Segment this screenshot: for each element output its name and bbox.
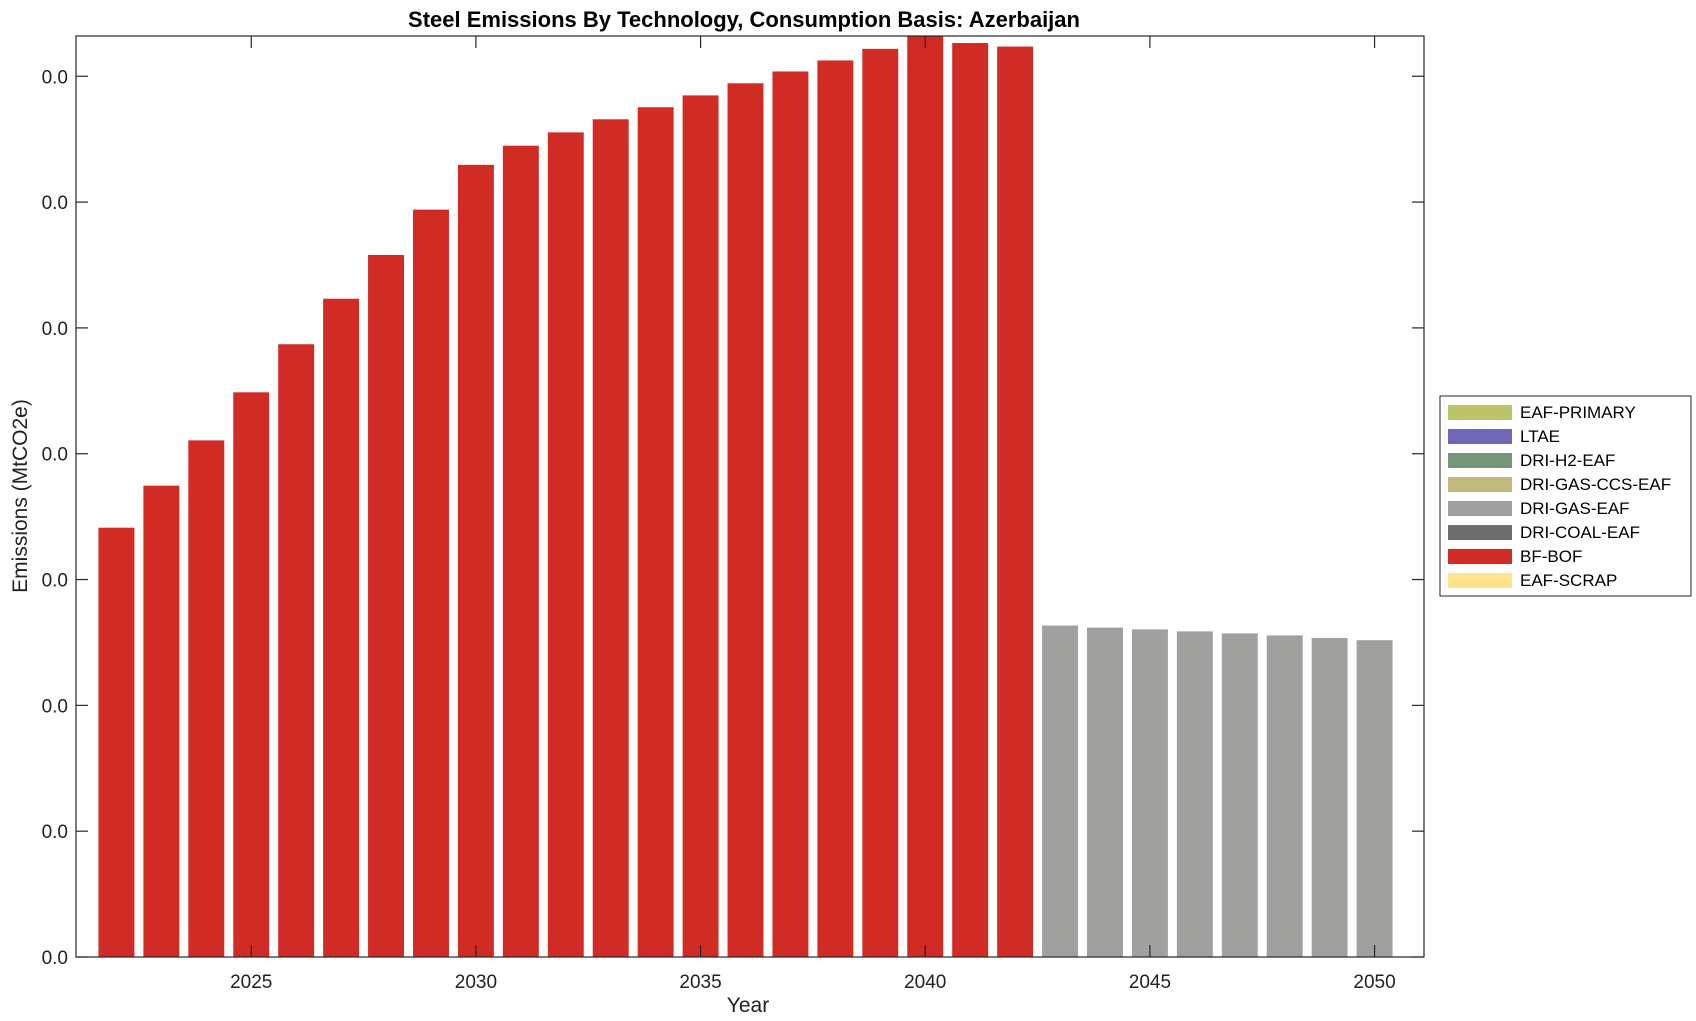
legend-label-dri-gas-eaf: DRI-GAS-EAF — [1520, 499, 1630, 518]
legend-swatch-dri-h2-eaf — [1448, 453, 1512, 468]
legend-box — [1439, 395, 1692, 597]
legend-swatch-bf-bof — [1448, 549, 1512, 564]
bar-bf-bof-2034 — [637, 107, 674, 957]
legend-label-dri-h2-eaf: DRI-H2-EAF — [1520, 451, 1615, 470]
bar-dri-gas-eaf-2044 — [1087, 627, 1123, 957]
x-tick-label-2025: 2025 — [230, 972, 272, 993]
bar-bf-bof-2036 — [727, 83, 764, 957]
bar-bf-bof-2033 — [592, 119, 629, 958]
legend: EAF-PRIMARY LTAE DRI-H2-EAF DRI-GAS-CCS-EAF… — [1439, 395, 1692, 597]
x-tick-label-2050: 2050 — [1353, 972, 1395, 993]
bar-bf-bof-2031 — [502, 145, 539, 957]
bar-dri-gas-eaf-2046 — [1176, 631, 1213, 957]
y-tick-label-2: 0.0 — [42, 696, 68, 717]
y-tick-label-3: 0.0 — [42, 571, 68, 592]
bar-bf-bof-2035 — [682, 95, 719, 957]
axes-box — [75, 35, 1425, 958]
bar-bf-bof-2037 — [772, 71, 809, 958]
y-tick-label-4: 0.0 — [42, 445, 68, 466]
bar-bf-bof-2022 — [98, 527, 135, 957]
x-tick-label-2040: 2040 — [904, 972, 946, 993]
x-axis-ticks: 2025 2030 2035 2040 2045 2050 — [230, 36, 1396, 993]
bar-dri-gas-eaf-2048 — [1266, 635, 1303, 957]
legend-swatch-dri-coal-eaf — [1448, 525, 1512, 540]
bar-dri-gas-eaf-2043 — [1042, 625, 1079, 957]
y-axis-label: Emissions (MtCO2e) — [9, 399, 32, 593]
x-tick-label-2030: 2030 — [455, 972, 497, 993]
bar-bf-bof-2026 — [278, 344, 315, 957]
chart-title: Steel Emissions By Technology, Consumpti… — [408, 7, 1080, 32]
legend-swatch-eaf-scrap — [1448, 573, 1512, 588]
y-tick-label-6: 0.0 — [42, 193, 68, 214]
bar-dri-gas-eaf-2045 — [1131, 629, 1168, 957]
legend-swatch-dri-gas-ccs-eaf — [1448, 477, 1512, 492]
bar-bf-bof-2042 — [997, 46, 1034, 957]
x-tick-label-2035: 2035 — [679, 972, 721, 993]
legend-label-bf-bof: BF-BOF — [1520, 547, 1582, 566]
bar-bf-bof-2024 — [188, 440, 225, 957]
bar-dri-gas-eaf-2049 — [1311, 637, 1348, 957]
bar-bf-bof-2038 — [817, 60, 854, 958]
y-tick-label-0: 0.0 — [42, 948, 68, 969]
legend-label-dri-gas-ccs-eaf: DRI-GAS-CCS-EAF — [1520, 475, 1671, 494]
bar-bf-bof-2041 — [952, 43, 989, 958]
bar-bf-bof-2040 — [907, 36, 944, 957]
bar-dri-gas-eaf-2050 — [1356, 640, 1393, 957]
bar-bf-bof-2032 — [547, 132, 584, 957]
x-axis-label: Year — [727, 994, 769, 1017]
bars-group — [98, 36, 1393, 958]
bar-bf-bof-2025 — [233, 392, 270, 957]
legend-label-eaf-primary: EAF-PRIMARY — [1520, 403, 1636, 422]
legend-swatch-dri-gas-eaf — [1448, 501, 1512, 516]
bar-bf-bof-2029 — [413, 209, 449, 957]
plot-frame — [75, 35, 1425, 958]
bar-bf-bof-2028 — [368, 254, 405, 957]
legend-label-dri-coal-eaf: DRI-COAL-EAF — [1520, 523, 1640, 542]
bar-bf-bof-2030 — [457, 164, 494, 958]
bar-bf-bof-2027 — [323, 298, 360, 958]
legend-swatch-ltae — [1448, 429, 1512, 444]
bar-dri-gas-eaf-2047 — [1221, 633, 1258, 957]
y-tick-label-5: 0.0 — [42, 319, 68, 340]
y-tick-label-1: 0.0 — [42, 822, 68, 843]
x-tick-label-2045: 2045 — [1129, 972, 1171, 993]
legend-label-ltae: LTAE — [1520, 427, 1560, 446]
bar-bf-bof-2023 — [143, 485, 180, 957]
y-axis-ticks: 0.0 0.0 0.0 0.0 0.0 0.0 0.0 0.0 — [42, 67, 1424, 969]
bar-bf-bof-2039 — [862, 48, 899, 957]
legend-swatch-eaf-primary — [1448, 405, 1512, 420]
legend-label-eaf-scrap: EAF-SCRAP — [1520, 571, 1617, 590]
y-tick-label-7: 0.0 — [42, 67, 68, 88]
